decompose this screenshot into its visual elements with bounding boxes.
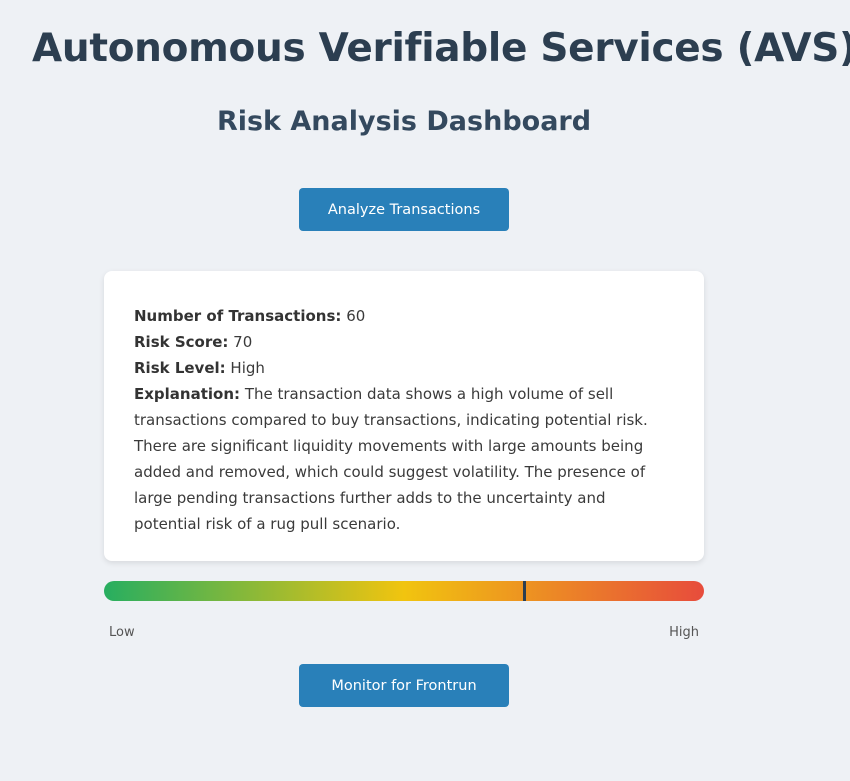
explanation-text: The transaction data shows a high volume… (134, 385, 648, 533)
risk-result-card: Number of Transactions: 60 Risk Score: 7… (104, 271, 704, 561)
risk-score-row: Risk Score: 70 (134, 329, 674, 355)
risk-meter-marker (523, 581, 526, 601)
meter-low-label: Low (109, 625, 135, 640)
page-title: Risk Analysis Dashboard (216, 106, 592, 137)
app-title: Autonomous Verifiable Services (AVS) (32, 26, 850, 71)
monitor-frontrun-button[interactable]: Monitor for Frontrun (299, 664, 509, 707)
risk-level-row: Risk Level: High (134, 355, 674, 381)
explanation-label: Explanation: (134, 385, 241, 403)
risk-score-value: 70 (233, 333, 253, 351)
risk-score-label: Risk Score: (134, 333, 229, 351)
risk-level-value: High (230, 359, 265, 377)
explanation-row: Explanation: The transaction data shows … (134, 381, 674, 537)
transactions-row: Number of Transactions: 60 (134, 303, 674, 329)
transactions-value: 60 (346, 307, 366, 325)
risk-level-label: Risk Level: (134, 359, 226, 377)
transactions-label: Number of Transactions: (134, 307, 342, 325)
meter-high-label: High (669, 625, 699, 640)
analyze-transactions-button[interactable]: Analyze Transactions (299, 188, 509, 231)
risk-meter (104, 581, 704, 601)
